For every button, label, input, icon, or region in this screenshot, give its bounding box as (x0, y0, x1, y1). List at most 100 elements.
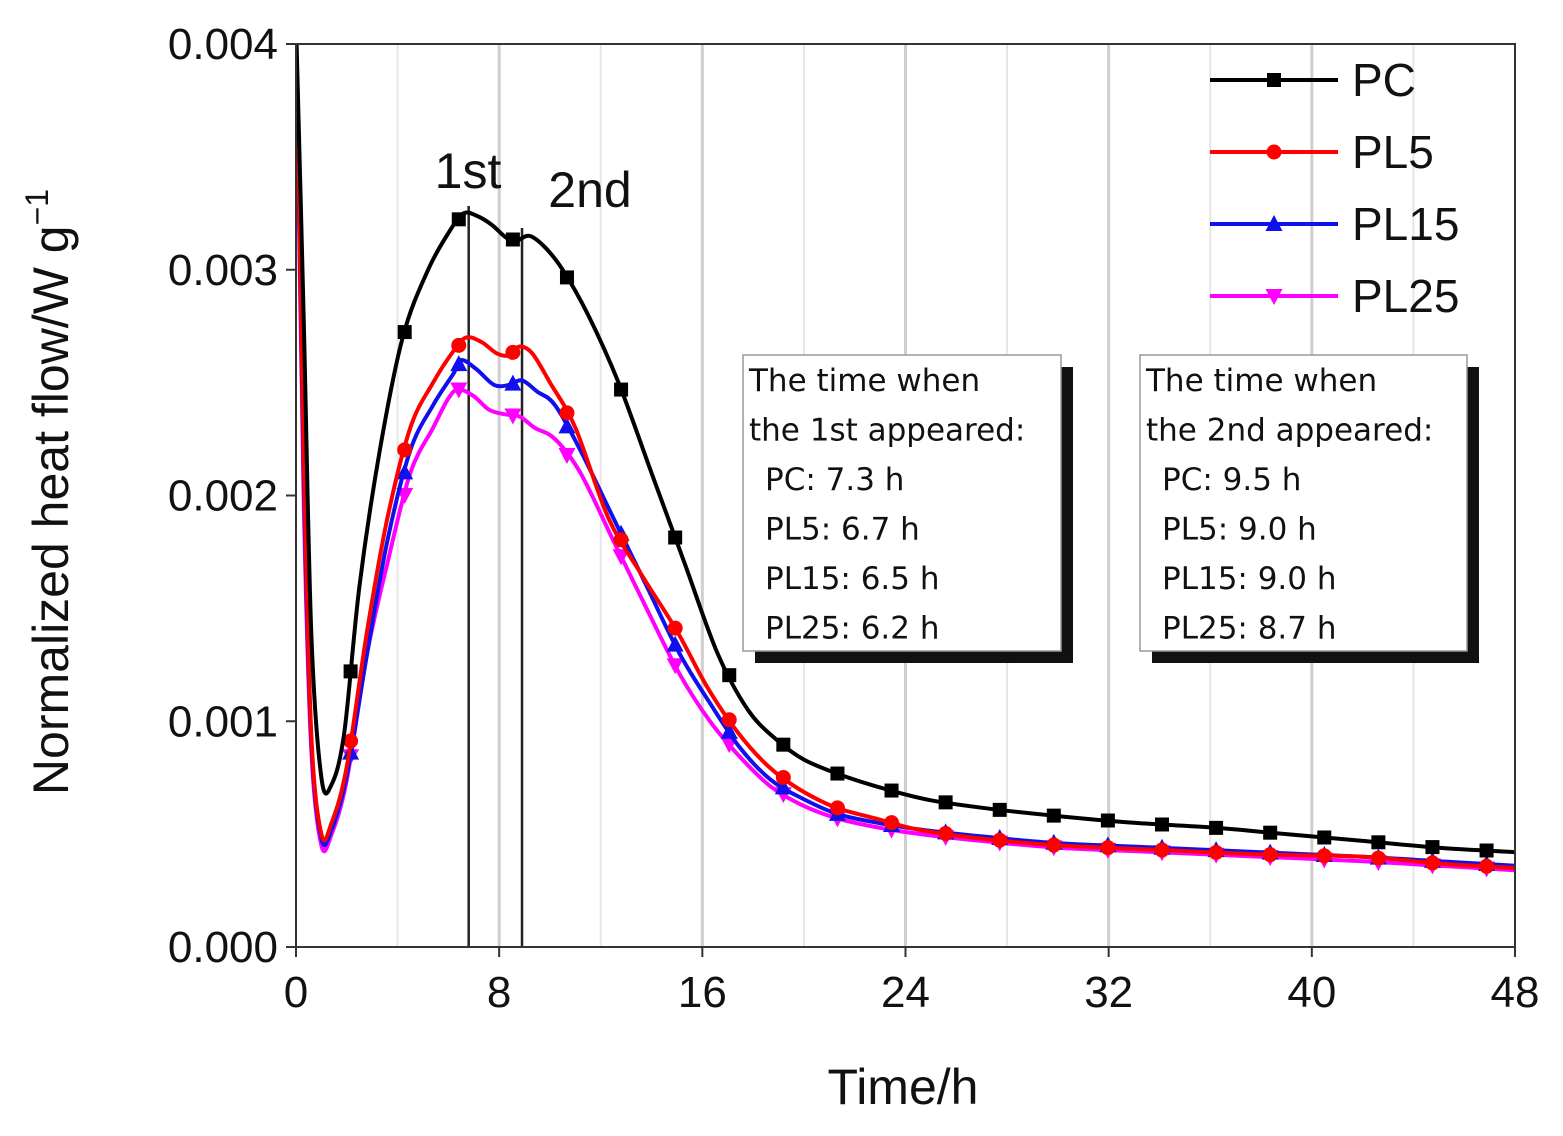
data-point-pc (884, 783, 899, 798)
data-point-pl5 (667, 620, 683, 636)
data-point-pl5 (1262, 847, 1278, 863)
data-point-pl5 (1479, 858, 1495, 874)
annotation-line: PL15: 9.0 h (1162, 561, 1337, 597)
second-peak-label: 2nd (548, 162, 631, 218)
data-point-pl5 (938, 826, 954, 842)
data-point-pc (1209, 820, 1224, 835)
x-tick-label: 0 (284, 968, 308, 1017)
legend-marker (1265, 215, 1283, 231)
y-tick-label: 0.003 (168, 246, 278, 295)
legend-item-pl25: PL25 (1210, 270, 1459, 322)
y-tick-label: 0.004 (168, 20, 278, 69)
data-point-pl5 (1370, 850, 1386, 866)
data-point-pc (1100, 813, 1115, 828)
data-point-pl25 (450, 382, 468, 399)
data-point-pl5 (1316, 848, 1332, 864)
data-point-pc (992, 802, 1007, 817)
annotation-line: PL15: 6.5 h (765, 561, 940, 597)
series-layer (296, 44, 1515, 878)
y-axis-title-exponent: −1 (19, 189, 55, 225)
y-tick-label: 0.002 (168, 472, 278, 521)
annotation-line: The time when (748, 363, 980, 399)
series-pl5 (296, 44, 1515, 874)
annotation-line: PC: 7.3 h (765, 462, 904, 498)
data-point-pl15 (558, 417, 576, 434)
data-point-pc (397, 325, 412, 340)
series-pc (296, 44, 1515, 858)
data-point-pl5 (505, 344, 521, 360)
annotation-box (1139, 354, 1468, 652)
data-point-pl5 (451, 337, 467, 353)
x-tick-label: 8 (487, 968, 511, 1017)
annotation-line: PL25: 6.2 h (765, 611, 940, 647)
data-point-pl25 (666, 658, 684, 675)
legend-item-pc: PC (1210, 54, 1416, 106)
series-line-pc (296, 44, 1515, 855)
legend-marker (1265, 289, 1283, 305)
data-point-pl5 (1424, 855, 1440, 871)
annotation-line: PL5: 6.7 h (765, 512, 920, 548)
first-peak-label: 1st (435, 143, 502, 199)
legend-label: PL15 (1352, 198, 1459, 250)
legend-label: PL5 (1352, 126, 1434, 178)
data-point-pc (559, 270, 574, 285)
data-point-pc (451, 212, 466, 227)
legend-marker (1266, 144, 1282, 160)
annotation-first-peak-times: The time when the 1st appeared: PC: 7.3 h P… (742, 354, 1073, 663)
x-tick-label: 40 (1287, 968, 1336, 1017)
legend-item-pl15: PL15 (1210, 198, 1459, 250)
annotation-second-peak-times: The time when the 2nd appeared: PC: 9.5 h P… (1139, 354, 1479, 663)
series-line-pl5 (296, 44, 1515, 870)
data-point-pl5 (884, 815, 900, 831)
data-point-pc (1371, 835, 1386, 850)
y-axis-title: Normalized heat flow/W g−1 (19, 189, 79, 795)
data-point-pc (1425, 840, 1440, 855)
legend-label: PL25 (1352, 270, 1459, 322)
annotation-line: PL25: 8.7 h (1162, 611, 1337, 647)
data-point-pc (614, 382, 629, 397)
axes: 0 8 16 24 32 40 48 0.000 0.001 0.002 0.003 0.004 (168, 20, 1540, 1017)
data-point-pl15 (504, 374, 522, 391)
peak-lines (467, 206, 524, 947)
data-point-pl25 (558, 447, 576, 464)
annotation-line: the 1st appeared: (749, 413, 1025, 449)
y-tick-label: 0.000 (168, 923, 278, 972)
data-point-pc (830, 766, 845, 781)
annotations: The time when the 1st appeared: PC: 7.3 h P… (742, 354, 1479, 663)
data-point-pl25 (612, 549, 630, 566)
data-point-pc (343, 664, 358, 679)
annotation-line: PL5: 9.0 h (1162, 512, 1317, 548)
data-point-pl5 (613, 532, 629, 548)
data-point-pc (505, 232, 520, 247)
legend-item-pl5: PL5 (1210, 126, 1434, 178)
data-point-pl5 (775, 769, 791, 785)
data-point-pl25 (504, 408, 522, 425)
data-point-pl5 (397, 442, 413, 458)
data-point-pc (776, 737, 791, 752)
data-point-pl5 (721, 712, 737, 728)
markers-pl5 (343, 337, 1495, 874)
data-point-pc (1263, 825, 1278, 840)
legend-marker (1267, 73, 1281, 87)
legend: PC PL5 PL15 PL25 (1210, 54, 1459, 322)
data-point-pl5 (829, 800, 845, 816)
data-point-pc (1479, 843, 1494, 858)
data-point-pc (938, 795, 953, 810)
annotation-box (742, 354, 1062, 652)
data-point-pl5 (1100, 840, 1116, 856)
annotation-line: the 2nd appeared: (1146, 413, 1433, 449)
annotation-line: PC: 9.5 h (1162, 462, 1301, 498)
data-point-pl15 (774, 778, 792, 795)
annotation-line: The time when (1145, 363, 1377, 399)
series-line-pl15 (296, 44, 1515, 868)
data-point-pl5 (343, 733, 359, 749)
data-point-pc (1317, 830, 1332, 845)
x-axis-title: Time/h (828, 1059, 979, 1115)
x-tick-label: 16 (678, 968, 727, 1017)
data-point-pl5 (559, 405, 575, 421)
data-point-pl5 (1154, 842, 1170, 858)
data-point-pl15 (720, 722, 738, 739)
x-tick-label: 32 (1084, 968, 1133, 1017)
data-point-pc (668, 530, 683, 545)
